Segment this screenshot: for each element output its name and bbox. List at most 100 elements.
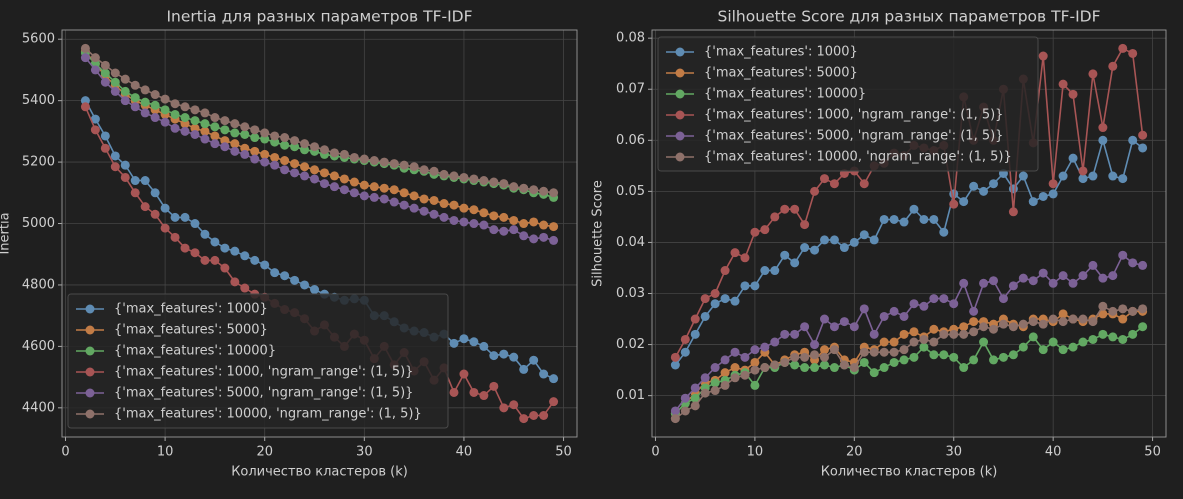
data-point xyxy=(479,341,489,351)
data-point xyxy=(690,401,700,411)
data-point xyxy=(909,327,919,337)
data-point xyxy=(200,255,210,265)
legend-label: {'max_features': 10000} xyxy=(114,344,276,359)
data-point xyxy=(1098,301,1108,311)
data-point xyxy=(489,351,499,361)
data-point xyxy=(80,43,90,53)
data-point xyxy=(740,253,750,263)
data-point xyxy=(160,223,170,233)
x-tick-label: 40 xyxy=(1045,445,1062,460)
data-point xyxy=(1068,153,1078,163)
data-point xyxy=(730,373,740,383)
data-point xyxy=(810,350,820,360)
data-point xyxy=(270,152,280,162)
data-point xyxy=(419,194,429,204)
data-point xyxy=(1108,306,1118,316)
data-point xyxy=(1138,304,1148,314)
data-point xyxy=(260,128,270,138)
data-point xyxy=(780,204,790,214)
data-point xyxy=(200,134,210,144)
data-point xyxy=(100,77,110,87)
data-point xyxy=(170,99,180,109)
data-point xyxy=(1008,207,1018,217)
data-point xyxy=(359,191,369,201)
data-point xyxy=(1078,271,1088,281)
y-axis-label: Silhouette Score xyxy=(591,180,606,287)
data-point xyxy=(140,176,150,186)
y-axis-label: Inertia xyxy=(0,212,13,254)
data-point xyxy=(250,154,260,164)
data-point xyxy=(1078,337,1088,347)
data-point xyxy=(879,214,889,224)
data-point xyxy=(869,329,879,339)
data-point xyxy=(80,53,90,63)
data-point xyxy=(379,183,389,193)
data-point xyxy=(819,360,829,370)
data-point xyxy=(210,131,220,141)
data-point xyxy=(1098,329,1108,339)
data-point xyxy=(690,393,700,403)
data-point xyxy=(730,248,740,258)
data-point xyxy=(489,177,499,187)
legend-marker xyxy=(675,152,685,162)
data-point xyxy=(90,53,100,63)
data-point xyxy=(519,231,529,241)
data-point xyxy=(740,352,750,362)
data-point xyxy=(1118,250,1128,260)
data-point xyxy=(230,246,240,256)
data-point xyxy=(549,374,559,384)
chart-title: Silhouette Score для разных параметров T… xyxy=(717,8,1100,26)
data-point xyxy=(110,162,120,172)
data-point xyxy=(780,357,790,367)
data-point xyxy=(720,368,730,378)
data-point xyxy=(690,383,700,393)
data-point xyxy=(300,280,310,290)
data-point xyxy=(839,243,849,253)
data-point xyxy=(839,317,849,327)
data-point xyxy=(459,203,469,213)
data-point xyxy=(310,165,320,175)
data-point xyxy=(919,301,929,311)
data-point xyxy=(419,165,429,175)
data-point xyxy=(1128,258,1138,268)
data-point xyxy=(1078,314,1088,324)
data-point xyxy=(680,406,690,416)
data-point xyxy=(939,350,949,360)
data-point xyxy=(180,243,190,253)
data-point xyxy=(889,347,899,357)
x-tick-label: 0 xyxy=(61,445,69,460)
data-point xyxy=(1028,332,1038,342)
data-point xyxy=(919,342,929,352)
data-point xyxy=(539,220,549,230)
data-point xyxy=(529,234,539,244)
x-tick-label: 30 xyxy=(356,445,373,460)
data-point xyxy=(539,232,549,242)
data-point xyxy=(989,324,999,334)
data-point xyxy=(1088,171,1098,181)
y-tick-label: 0.02 xyxy=(616,337,645,352)
data-point xyxy=(449,338,459,348)
data-point xyxy=(859,304,869,314)
data-point xyxy=(680,393,690,403)
data-point xyxy=(1128,48,1138,58)
data-point xyxy=(760,363,770,373)
data-point xyxy=(959,322,969,332)
data-point xyxy=(1038,191,1048,201)
data-point xyxy=(1008,184,1018,194)
data-point xyxy=(750,365,760,375)
data-point xyxy=(160,105,170,115)
data-point xyxy=(1038,345,1048,355)
data-point xyxy=(959,329,969,339)
y-tick-label: 5000 xyxy=(22,216,55,231)
x-axis-label: Количество кластеров (k) xyxy=(821,465,998,480)
data-point xyxy=(220,243,230,253)
x-axis-label: Количество кластеров (k) xyxy=(231,465,408,480)
legend-marker xyxy=(85,346,95,356)
data-point xyxy=(329,171,339,181)
data-point xyxy=(120,74,130,84)
y-tick-label: 5400 xyxy=(22,93,55,108)
data-point xyxy=(670,360,680,370)
legend-label: {'max_features': 1000} xyxy=(704,45,858,60)
data-point xyxy=(120,96,130,106)
legend-marker xyxy=(675,89,685,99)
